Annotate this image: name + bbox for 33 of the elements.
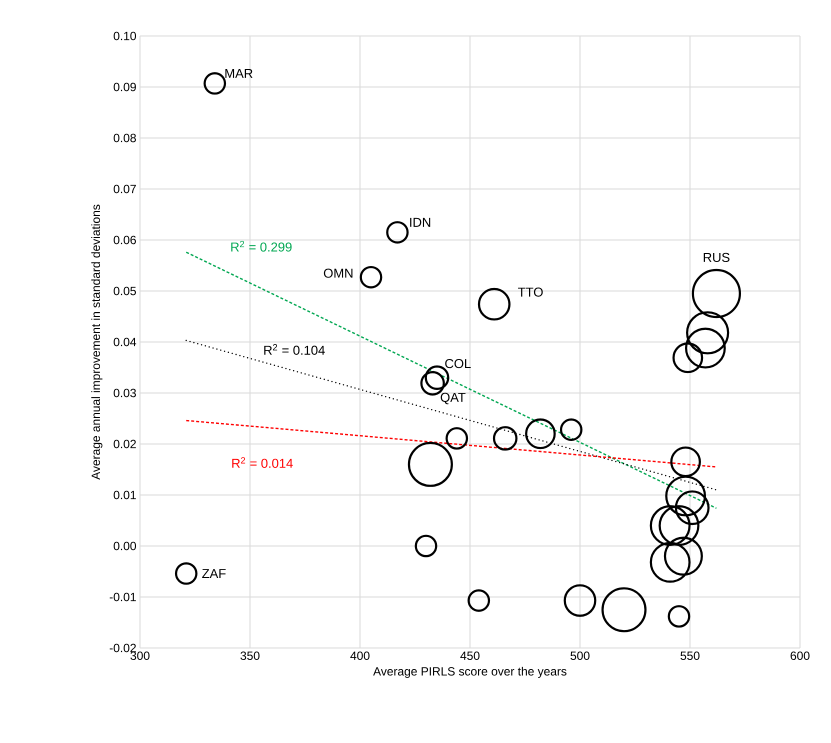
y-tick-label: 0.08 <box>114 134 136 142</box>
x-tick-label: 600 <box>790 652 810 660</box>
y-tick-label: 0.02 <box>114 440 136 448</box>
series-label: R$^{2}$ = 0.104 <box>264 344 325 355</box>
x-tick-label: 550 <box>680 652 700 660</box>
x-tick-label: 450 <box>460 652 480 660</box>
annotation: QAT <box>440 392 466 404</box>
y-tick-label: 0.10 <box>114 32 136 40</box>
y-tick-label: 0.00 <box>114 542 136 550</box>
x-tick-label: 400 <box>350 652 370 660</box>
x-axis-title: Average PIRLS score over the years <box>373 666 566 678</box>
annotation: OMN <box>324 268 352 278</box>
x-tick-label: 300 <box>130 652 150 660</box>
y-tick-label: -0.02 <box>110 644 136 652</box>
y-tick-label: 0.03 <box>114 388 136 398</box>
annotation: COL <box>445 358 471 368</box>
y-tick-label: 0.05 <box>114 286 136 296</box>
y-tick-label: -0.01 <box>110 592 136 602</box>
y-tick-label: 0.09 <box>114 82 136 92</box>
y-tick-label: 0.06 <box>114 236 136 244</box>
annotation: IDN <box>410 218 430 227</box>
y-tick-label: 0.01 <box>114 490 136 500</box>
annotation: MAR <box>225 68 253 78</box>
x-tick-label: 500 <box>570 652 590 660</box>
annotation: RUS <box>704 252 730 262</box>
series-label: R$^{2}$ = 0.299 <box>231 240 292 252</box>
text: R$^{2}$ = 0.014 <box>232 457 293 468</box>
x-tick-label: 350 <box>240 652 260 660</box>
y-axis-title: Average annual improvement in standard deviations <box>91 204 102 480</box>
annotation: ZAF <box>202 569 226 578</box>
y-tick-label: 0.04 <box>114 338 136 346</box>
annotation: TTO <box>518 288 543 297</box>
y-tick-label: 0.07 <box>114 184 136 194</box>
